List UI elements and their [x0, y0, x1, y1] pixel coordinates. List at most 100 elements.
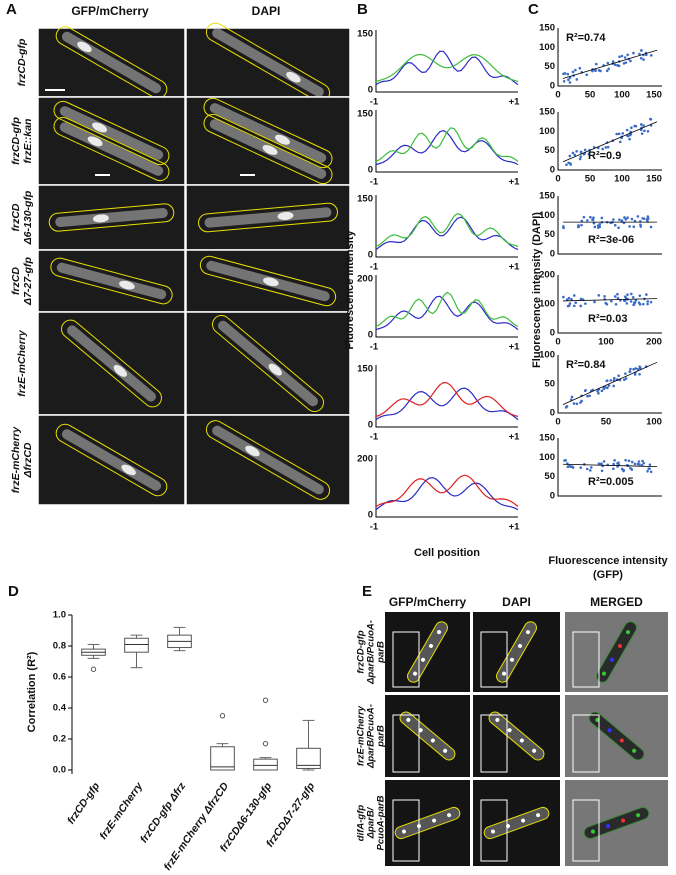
y-tick-label: 0	[368, 85, 373, 96]
scatter-point	[648, 463, 652, 466]
cell-outline	[198, 202, 338, 233]
focus	[619, 738, 624, 743]
scatter-point	[578, 66, 582, 70]
scatter-point	[632, 303, 635, 307]
scatter-point	[617, 461, 620, 464]
y-tick-label: 1.0	[53, 610, 66, 621]
x-tick-label: -1	[370, 432, 379, 443]
scatter-point	[624, 296, 628, 300]
y-tick-label: 50	[544, 145, 555, 156]
focus	[518, 643, 522, 648]
inset	[572, 714, 600, 773]
cell-outline	[588, 711, 645, 761]
cell-outline	[483, 806, 550, 840]
scatter-point	[580, 223, 583, 227]
scatter-point	[571, 151, 575, 155]
panel-letter: D	[8, 583, 19, 600]
x-axis-title: Fluorescence intensity	[548, 555, 668, 567]
y-tick-label: 150	[539, 433, 555, 444]
scatter-point	[616, 64, 620, 67]
cell-outline	[61, 319, 162, 408]
scatter-point	[579, 155, 583, 158]
scatter-point	[597, 69, 601, 72]
cell-body	[484, 807, 549, 839]
scatter-point	[571, 466, 575, 469]
focus	[606, 824, 611, 829]
scatter-point	[626, 53, 629, 57]
axis	[557, 355, 662, 414]
focus	[245, 445, 260, 457]
scatter-point	[646, 302, 649, 306]
scatter-point	[648, 467, 651, 470]
column-header: GFP/mCherry	[389, 595, 467, 609]
scatter-point	[630, 292, 633, 296]
scatter-point	[582, 215, 586, 219]
x-tick-label: 50	[585, 174, 596, 185]
scatter-point	[571, 70, 575, 74]
axis	[375, 195, 518, 258]
r-squared: R²=0.9	[588, 150, 621, 162]
cell	[399, 711, 456, 761]
y-tick-label: 0	[550, 249, 555, 260]
scatter-point	[567, 161, 570, 165]
r-squared: R²=0.84	[566, 359, 606, 371]
scatter-point	[649, 225, 653, 229]
scatter-point	[633, 124, 636, 128]
scatter-point	[646, 470, 649, 473]
y-axis-title: Fluorescence intensity	[344, 230, 356, 350]
scatter-point	[568, 154, 572, 158]
scatter-point	[624, 377, 628, 380]
scatter-point	[642, 461, 646, 465]
scatter-point	[627, 459, 631, 463]
cell-outline	[199, 255, 337, 307]
scatter-point	[562, 225, 565, 228]
scatter-point	[641, 217, 644, 220]
x-tick-label: 0	[555, 90, 560, 101]
cell	[55, 26, 168, 99]
y-tick-label: 0	[550, 328, 555, 339]
scatter-point	[597, 391, 600, 395]
panel-letter: A	[6, 1, 17, 18]
x-tick-label: +1	[509, 522, 521, 533]
y-tick-label: 0	[550, 81, 555, 92]
scatter-point	[612, 218, 615, 221]
focus	[618, 643, 622, 648]
focus	[526, 630, 530, 635]
x-tick-label: 150	[646, 174, 662, 185]
scatter-point	[639, 123, 643, 126]
scatter-point	[638, 52, 641, 56]
cell	[407, 621, 448, 683]
cell-outline	[55, 423, 168, 497]
category-label: frzCD-gfp	[65, 780, 103, 827]
scatter-point	[624, 372, 627, 375]
y-tick-label: 0	[368, 330, 373, 341]
scatter-point	[577, 225, 580, 228]
scatter-point	[634, 367, 637, 370]
focus	[602, 671, 606, 676]
scatter-point	[618, 218, 621, 221]
row-label: ΔparB/PcuoA-	[366, 620, 377, 685]
x-tick-label: 50	[585, 90, 596, 101]
cell-glow	[67, 325, 156, 402]
cell-outline	[48, 203, 175, 232]
axis	[557, 112, 662, 171]
focus	[92, 122, 108, 133]
y-tick-label: 100	[539, 126, 555, 137]
box	[210, 746, 235, 771]
scatter-point	[646, 130, 650, 133]
scatter-point	[562, 79, 566, 83]
row-label: parB	[376, 641, 387, 664]
cell-body	[400, 712, 455, 760]
y-tick-label: 200	[539, 270, 555, 281]
scatter-point	[618, 140, 622, 144]
x-tick-label: 200	[646, 337, 662, 348]
scatter-point	[605, 302, 609, 306]
scatter-point	[579, 304, 583, 308]
scatter-point	[611, 60, 615, 63]
outlier	[219, 713, 226, 719]
scatter-point	[613, 223, 617, 227]
inset	[480, 714, 508, 773]
y-tick-label: 200	[357, 274, 373, 285]
cell-outline	[394, 806, 461, 840]
focus	[536, 813, 541, 818]
